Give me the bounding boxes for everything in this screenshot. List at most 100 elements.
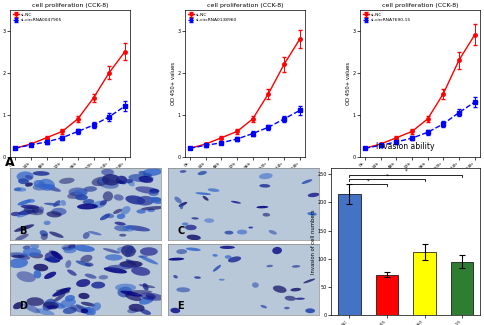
Ellipse shape <box>16 271 36 282</box>
Ellipse shape <box>230 201 241 204</box>
Ellipse shape <box>124 246 134 257</box>
Ellipse shape <box>83 307 91 310</box>
Ellipse shape <box>32 183 48 190</box>
Ellipse shape <box>80 308 88 313</box>
Ellipse shape <box>125 259 136 266</box>
Ellipse shape <box>43 302 59 309</box>
Ellipse shape <box>17 200 31 205</box>
Ellipse shape <box>224 255 231 259</box>
Ellipse shape <box>91 176 109 186</box>
Ellipse shape <box>41 234 48 240</box>
Ellipse shape <box>259 184 270 188</box>
Ellipse shape <box>105 254 122 261</box>
Ellipse shape <box>67 269 76 276</box>
Ellipse shape <box>137 255 148 258</box>
Ellipse shape <box>68 188 87 197</box>
Title: cell proliferation (CCK-8): cell proliferation (CCK-8) <box>206 3 283 8</box>
Ellipse shape <box>272 247 281 254</box>
Ellipse shape <box>33 264 48 271</box>
Ellipse shape <box>119 234 126 237</box>
Ellipse shape <box>227 256 241 263</box>
Ellipse shape <box>128 180 135 187</box>
Ellipse shape <box>70 305 92 314</box>
Ellipse shape <box>14 224 34 232</box>
Ellipse shape <box>178 202 187 207</box>
Y-axis label: Invasion of cell numbers: Invasion of cell numbers <box>311 210 316 274</box>
Ellipse shape <box>182 222 188 226</box>
Ellipse shape <box>113 209 121 214</box>
Text: E: E <box>177 301 183 311</box>
Ellipse shape <box>212 254 217 257</box>
Ellipse shape <box>49 250 58 254</box>
Ellipse shape <box>52 287 71 297</box>
Title: cell proliferation (CCK-8): cell proliferation (CCK-8) <box>381 3 457 8</box>
Ellipse shape <box>44 221 50 225</box>
Ellipse shape <box>140 247 157 256</box>
Ellipse shape <box>256 206 268 208</box>
Ellipse shape <box>149 188 159 193</box>
Ellipse shape <box>202 196 208 201</box>
Ellipse shape <box>127 308 138 313</box>
Ellipse shape <box>140 206 165 210</box>
Ellipse shape <box>107 265 133 270</box>
Ellipse shape <box>16 207 34 217</box>
Ellipse shape <box>174 197 182 203</box>
Text: *: * <box>366 178 369 183</box>
Ellipse shape <box>76 279 90 287</box>
Ellipse shape <box>138 284 155 288</box>
Ellipse shape <box>59 178 75 184</box>
Ellipse shape <box>104 267 127 274</box>
Ellipse shape <box>11 212 21 216</box>
Ellipse shape <box>25 182 33 187</box>
Text: *: * <box>385 174 388 178</box>
Ellipse shape <box>20 205 39 209</box>
Ellipse shape <box>122 226 135 232</box>
Ellipse shape <box>62 247 72 250</box>
Text: C: C <box>177 226 184 236</box>
Ellipse shape <box>304 308 315 313</box>
Y-axis label: OD 450+ values: OD 450+ values <box>0 62 1 105</box>
Ellipse shape <box>142 283 148 291</box>
Ellipse shape <box>18 210 35 215</box>
Ellipse shape <box>32 171 49 176</box>
Ellipse shape <box>197 171 207 175</box>
X-axis label: Time: Time <box>238 173 251 178</box>
Ellipse shape <box>237 230 247 234</box>
Ellipse shape <box>212 265 221 272</box>
Ellipse shape <box>136 196 154 206</box>
Ellipse shape <box>204 218 214 223</box>
Text: A: A <box>5 156 15 169</box>
Ellipse shape <box>301 179 312 184</box>
Ellipse shape <box>47 301 65 309</box>
Ellipse shape <box>77 203 98 209</box>
Ellipse shape <box>149 197 163 204</box>
Ellipse shape <box>45 252 61 263</box>
Bar <box>412 252 435 315</box>
Ellipse shape <box>103 248 120 254</box>
Ellipse shape <box>307 193 319 197</box>
Ellipse shape <box>62 307 77 314</box>
Ellipse shape <box>91 282 105 289</box>
Ellipse shape <box>59 288 70 294</box>
Ellipse shape <box>39 179 55 191</box>
Ellipse shape <box>138 176 153 183</box>
Ellipse shape <box>186 235 200 240</box>
Ellipse shape <box>46 211 61 217</box>
Ellipse shape <box>60 200 66 206</box>
Ellipse shape <box>15 187 26 192</box>
Ellipse shape <box>81 302 95 306</box>
Ellipse shape <box>83 199 94 205</box>
Ellipse shape <box>284 296 295 301</box>
Ellipse shape <box>128 174 153 182</box>
Ellipse shape <box>272 285 286 293</box>
Ellipse shape <box>80 255 92 263</box>
Ellipse shape <box>224 231 233 235</box>
Ellipse shape <box>68 244 76 249</box>
Ellipse shape <box>27 297 44 306</box>
Ellipse shape <box>168 258 184 261</box>
Y-axis label: OD 450+ values: OD 450+ values <box>170 62 176 105</box>
Legend: si-NC, si-circRNA0047905: si-NC, si-circRNA0047905 <box>12 12 63 23</box>
Ellipse shape <box>44 203 61 206</box>
Ellipse shape <box>92 303 101 311</box>
Ellipse shape <box>180 170 186 173</box>
